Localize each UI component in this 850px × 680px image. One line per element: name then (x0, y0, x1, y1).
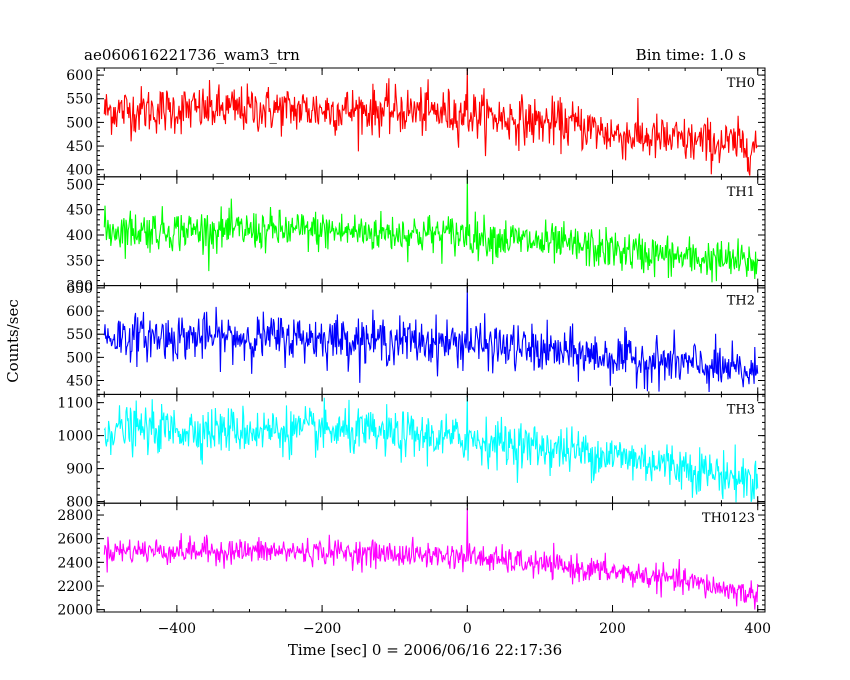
chart-title: ae060616221736_wam3_trn (84, 46, 300, 64)
y-tick-label: 550 (66, 92, 93, 108)
y-tick-label: 400 (66, 163, 93, 179)
y-tick-label: 1000 (57, 429, 93, 445)
panel-th3: 800 900 1000 1100 TH3 (57, 393, 766, 511)
y-tick-label: 2800 (57, 508, 93, 524)
series-line-th0123 (103, 507, 759, 610)
y-tick-label: 500 (66, 350, 93, 366)
y-tick-label: 2200 (57, 579, 93, 595)
y-tick-label: 1100 (57, 396, 93, 412)
y-tick-label: 900 (66, 462, 93, 478)
panel-frame (96, 67, 766, 178)
y-tick-label: 650 (66, 281, 93, 297)
panel-label-th2: TH2 (727, 294, 755, 309)
y-tick-label: 450 (66, 203, 93, 219)
panel-label-th0123: TH0123 (702, 511, 755, 526)
panel-th0: 400 450 500 550 600 TH0 (66, 67, 766, 179)
y-tick-label: 600 (66, 304, 93, 320)
y-tick-label: 450 (66, 374, 93, 390)
panel-label-th1: TH1 (727, 185, 755, 200)
series-line-th0 (103, 69, 759, 176)
y-tick-label: 500 (66, 177, 93, 193)
x-axis: −400 −200 0 200 400 (158, 621, 771, 637)
series-line-th2 (103, 286, 759, 393)
y-tick-label: 550 (66, 327, 93, 343)
y-tick-label: 450 (66, 139, 93, 155)
y-tick-label: 800 (66, 495, 93, 511)
y-tick-label: 600 (66, 68, 93, 84)
x-tick-label: −200 (303, 621, 341, 637)
series-line-th3 (103, 395, 759, 503)
y-tick-label: 400 (66, 228, 93, 244)
x-tick-label: 200 (599, 621, 626, 637)
panel-label-th3: TH3 (727, 402, 755, 417)
y-tick-label: 2400 (57, 555, 93, 571)
x-tick-label: 0 (463, 621, 472, 637)
y-tick-label: 300 (66, 279, 93, 295)
bin-time-label: Bin time: 1.0 s (636, 46, 746, 64)
y-axis-label: Counts/sec (4, 299, 22, 383)
y-tick-label: 2000 (57, 603, 93, 619)
panels: 400 450 500 550 600 TH0 300 350 400 450 500 TH1 450 5… (57, 67, 766, 619)
y-tick-label: 500 (66, 115, 93, 131)
panel-frame (96, 393, 766, 504)
x-tick-label: −400 (158, 621, 196, 637)
x-tick-label: 400 (744, 621, 771, 637)
panel-th2: 450 500 550 600 650 TH2 (66, 281, 766, 395)
series-line-th1 (103, 178, 759, 283)
panel-th0123: 2000 2200 2400 2600 2800 TH0123 (57, 502, 766, 619)
panel-label-th0: TH0 (727, 76, 755, 91)
y-tick-label: 2600 (57, 532, 93, 548)
y-tick-label: 350 (66, 253, 93, 269)
x-axis-label: Time [sec] 0 = 2006/06/16 22:17:36 (288, 641, 562, 659)
panel-th1: 300 350 400 450 500 TH1 (66, 176, 766, 295)
